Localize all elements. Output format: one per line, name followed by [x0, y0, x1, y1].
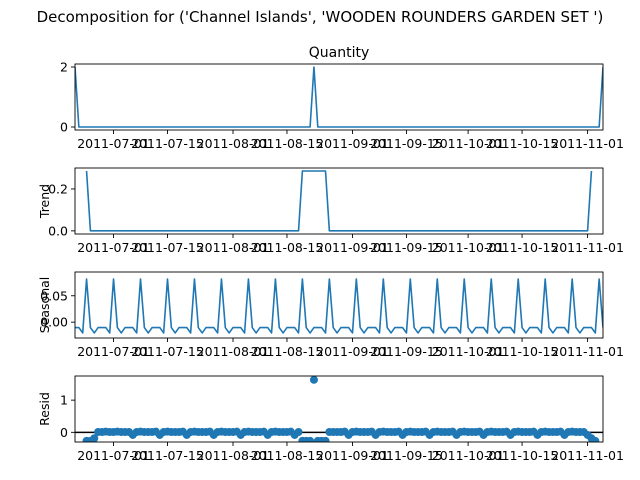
resid-point — [591, 436, 600, 442]
x-tick-label: 2011-08-01 — [197, 344, 270, 359]
y-tick-label: 0.05 — [40, 288, 68, 303]
x-tick-label: 2011-09-15 — [370, 240, 443, 255]
resid-point — [90, 434, 99, 442]
x-tick-label: 2011-07-15 — [131, 136, 204, 151]
x-tick-label: 2011-07-15 — [131, 448, 204, 463]
y-tick-label: 0.2 — [48, 181, 68, 196]
x-tick-label: 2011-08-15 — [251, 136, 324, 151]
x-tick-label: 2011-08-01 — [197, 136, 270, 151]
x-tick-label: 2011-09-01 — [316, 344, 389, 359]
y-tick-label: 2 — [60, 60, 68, 75]
x-tick-label: 2011-10-15 — [486, 136, 559, 151]
x-tick-label: 2011-09-01 — [316, 136, 389, 151]
y-axis-label: Resid — [37, 392, 52, 426]
x-tick-label: 2011-09-01 — [316, 240, 389, 255]
x-tick-label: 2011-11-01 — [551, 344, 624, 359]
axes-frame — [74, 375, 604, 443]
x-tick-label: 2011-08-15 — [251, 344, 324, 359]
panel-resid: Resid012011-07-012011-07-152011-08-01201… — [37, 375, 624, 463]
panel-trend: Trend 0.0 0.2 2011-07-012011-07-152011-08-0… — [37, 167, 624, 255]
series-line — [75, 66, 603, 128]
series-line — [75, 278, 603, 334]
plot-area — [75, 66, 603, 128]
x-tick-label: 2011-11-01 — [551, 448, 624, 463]
x-tick-label: 2011-08-15 — [251, 240, 324, 255]
resid-point — [306, 436, 315, 442]
x-tick-label: 2011-10-01 — [432, 448, 505, 463]
x-tick-label: 2011-08-15 — [251, 448, 324, 463]
figure-suptitle: Decomposition for ('Channel Islands', 'W… — [37, 8, 604, 26]
axes-frame — [74, 167, 604, 235]
resid-point — [294, 428, 303, 437]
x-tick-label: 2011-11-01 — [551, 136, 624, 151]
x-tick-label: 2011-07-01 — [77, 344, 150, 359]
x-tick-label: 2011-07-01 — [77, 448, 150, 463]
x-tick-label: 2011-08-01 — [197, 448, 270, 463]
x-tick-label: 2011-10-01 — [432, 240, 505, 255]
plot-area — [75, 278, 603, 334]
y-tick-label: 1 — [60, 393, 68, 408]
y-axis-label: Trend — [37, 184, 52, 219]
x-tick-label: 2011-08-01 — [197, 240, 270, 255]
x-tick-label: 2011-10-01 — [432, 344, 505, 359]
y-axis-label: Seasonal — [37, 277, 52, 334]
y-tick-label: 0.00 — [40, 315, 68, 330]
x-tick-label: 2011-11-01 — [551, 240, 624, 255]
y-tick-label: 0.0 — [48, 223, 68, 238]
panel-title: Quantity — [309, 45, 370, 61]
plot-area — [85, 170, 593, 232]
x-tick-label: 2011-10-01 — [432, 136, 505, 151]
x-tick-label: 2011-10-15 — [486, 448, 559, 463]
resid-point — [321, 436, 330, 442]
x-tick-label: 2011-09-15 — [370, 448, 443, 463]
axes-frame — [74, 271, 604, 339]
series-line — [85, 170, 593, 232]
y-tick-label: 0 — [60, 425, 68, 440]
x-tick-label: 2011-10-15 — [486, 240, 559, 255]
x-tick-label: 2011-07-01 — [77, 240, 150, 255]
x-tick-label: 2011-07-15 — [131, 344, 204, 359]
x-tick-label: 2011-07-15 — [131, 240, 204, 255]
x-tick-label: 2011-10-15 — [486, 344, 559, 359]
axes-frame — [74, 63, 604, 131]
panel-quantity: Quantity 0 2 2011-07-012011-07-152011-08-01… — [60, 45, 624, 151]
y-tick-label: 0 — [60, 120, 68, 135]
resid-point — [309, 376, 318, 384]
x-tick-label: 2011-09-15 — [370, 344, 443, 359]
x-tick-label: 2011-09-15 — [370, 136, 443, 151]
x-tick-label: 2011-07-01 — [77, 136, 150, 151]
panel-seasonal: Seasonal0.000.052011-07-012011-07-152011… — [37, 271, 624, 359]
plot-area — [75, 376, 603, 442]
x-tick-label: 2011-09-01 — [316, 448, 389, 463]
